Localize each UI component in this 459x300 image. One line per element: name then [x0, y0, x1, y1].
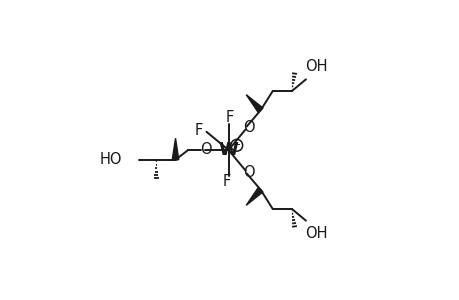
Text: O: O: [243, 165, 254, 180]
Polygon shape: [246, 94, 263, 112]
Text: OH: OH: [305, 226, 327, 241]
Text: F: F: [223, 174, 231, 189]
Text: HO: HO: [100, 152, 122, 167]
Text: OH: OH: [305, 59, 327, 74]
Polygon shape: [172, 138, 179, 160]
Text: F: F: [225, 110, 233, 125]
Text: O: O: [243, 120, 254, 135]
Text: −: −: [232, 140, 241, 150]
Text: F: F: [195, 123, 203, 138]
Text: W: W: [218, 141, 238, 159]
Polygon shape: [246, 188, 263, 206]
Text: O: O: [199, 142, 211, 157]
